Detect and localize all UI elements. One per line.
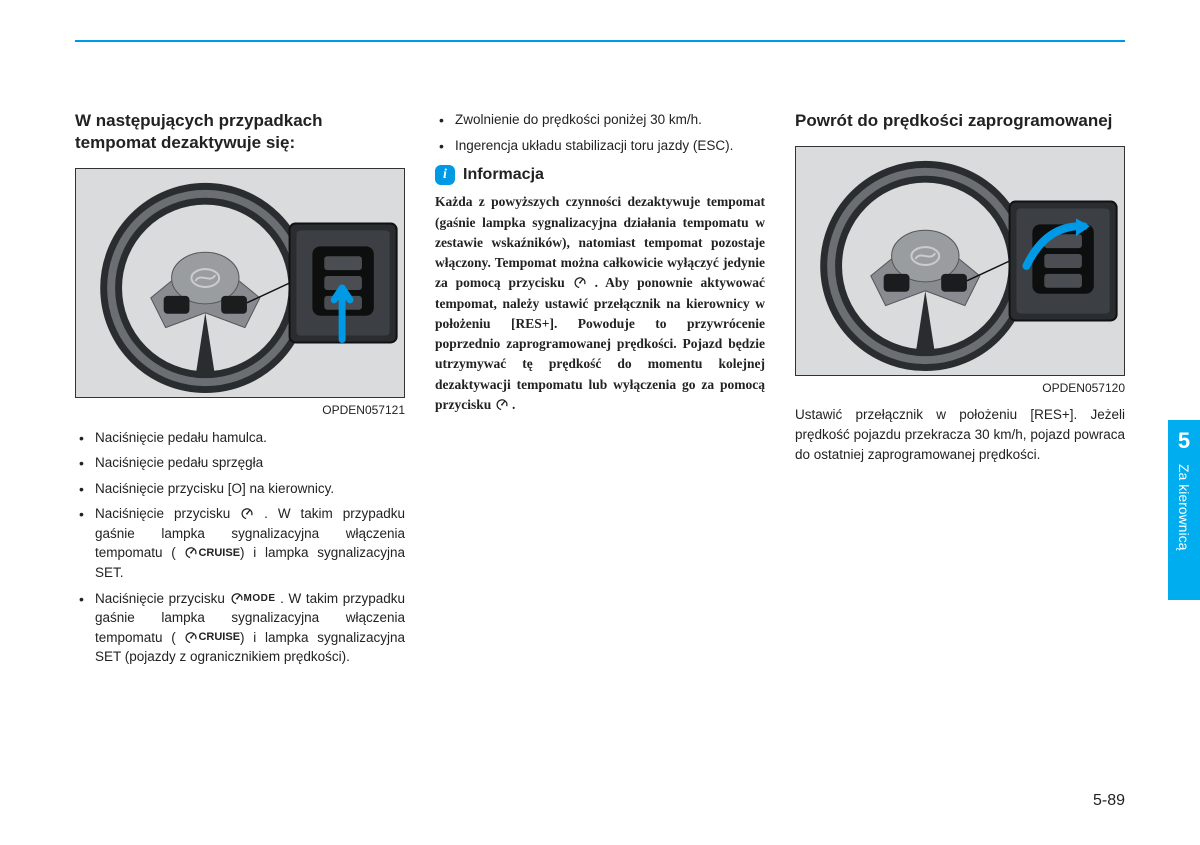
info-icon: i xyxy=(435,165,455,185)
col1-bullets: Naciśnięcie pedału hamulca. Naciśnięcie … xyxy=(75,428,405,667)
column-3: Powrót do prędkości zaprogramowanej xyxy=(795,110,1125,673)
col3-heading: Powrót do prędkości zaprogramowanej xyxy=(795,110,1125,132)
fig1-code: OPDEN057121 xyxy=(75,402,405,419)
list-item: Zwolnienie do prędkości poniżej 30 km/h. xyxy=(435,110,765,130)
figure-deactivate xyxy=(75,168,405,398)
page-number: 5-89 xyxy=(1093,792,1125,810)
column-1: W następujących przypadkach tempomat dez… xyxy=(75,110,405,673)
info-body: Każda z powyższych czynności dezaktywuje… xyxy=(435,192,765,415)
chapter-side-tab: 5 Za kierownicą xyxy=(1168,420,1200,600)
col3-body: Ustawić przełącznik w położeniu [RES+]. … xyxy=(795,405,1125,464)
col1-heading: W następujących przypadkach tempomat dez… xyxy=(75,110,405,154)
chapter-number: 5 xyxy=(1178,428,1190,454)
top-rule xyxy=(75,40,1125,42)
list-item: Naciśnięcie pedału sprzęgła xyxy=(75,453,405,473)
column-2: Zwolnienie do prędkości poniżej 30 km/h.… xyxy=(435,110,765,673)
fig2-code: OPDEN057120 xyxy=(795,380,1125,397)
list-item: Naciśnięcie przycisku [O] na kierownicy. xyxy=(75,479,405,499)
chapter-label: Za kierownicą xyxy=(1176,464,1192,550)
columns: W następujących przypadkach tempomat dez… xyxy=(75,40,1140,673)
list-item: Ingerencja układu stabilizacji toru jazd… xyxy=(435,136,765,156)
list-item: Naciśnięcie pedału hamulca. xyxy=(75,428,405,448)
info-heading-row: i Informacja xyxy=(435,163,765,186)
col2-bullets-top: Zwolnienie do prędkości poniżej 30 km/h.… xyxy=(435,110,765,155)
info-title: Informacja xyxy=(463,163,544,186)
list-item: Naciśnięcie przycisku . W takim przypadk… xyxy=(75,504,405,582)
figure-resume xyxy=(795,146,1125,376)
list-item: Naciśnięcie przycisku MODE . W takim prz… xyxy=(75,589,405,667)
